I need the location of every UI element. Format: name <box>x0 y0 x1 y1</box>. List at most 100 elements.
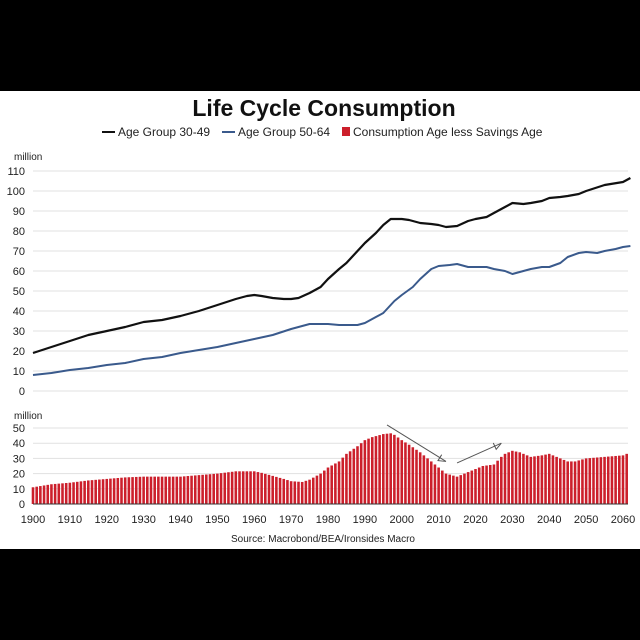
bar-1997 <box>389 433 392 504</box>
bar-2025 <box>492 464 496 504</box>
bar-1950 <box>216 473 219 504</box>
bar-1962 <box>260 472 263 504</box>
bar-1913 <box>79 481 83 504</box>
xtick-2030: 2030 <box>500 514 524 526</box>
xtick-1900: 1900 <box>21 514 45 526</box>
bar-1934 <box>157 476 160 504</box>
top-ytick-90: 90 <box>13 206 25 218</box>
bar-1935 <box>160 476 164 504</box>
bar-2003 <box>411 447 415 504</box>
bar-2036 <box>533 456 536 504</box>
bar-1940 <box>179 476 182 504</box>
legend-label-age-30-49: Age Group 30-49 <box>118 125 210 139</box>
bar-1969 <box>286 480 289 504</box>
bar-2049 <box>581 459 584 504</box>
bar-1972 <box>297 481 300 504</box>
bar-2057 <box>610 456 614 504</box>
source-note: Source: Macrobond/BEA/Ironsides Macro <box>231 534 415 545</box>
bar-2028 <box>503 453 507 504</box>
bar-2050 <box>584 458 588 504</box>
bar-1915 <box>87 480 90 504</box>
bar-2000 <box>400 440 404 504</box>
top-unit-label: million <box>14 152 42 163</box>
top-y-axis: 0 10 20 30 40 50 60 70 80 90 100 110 <box>7 166 25 398</box>
bar-2012 <box>444 473 448 504</box>
bar-1921 <box>109 478 112 504</box>
bar-2041 <box>551 455 555 504</box>
bar-1927 <box>131 477 134 504</box>
bar-1923 <box>116 478 120 504</box>
bar-1980 <box>326 467 330 504</box>
legend-label-consumption-less-savings: Consumption Age less Savings Age <box>353 125 543 139</box>
bar-1928 <box>134 476 138 504</box>
bar-2027 <box>500 456 503 504</box>
bar-2014 <box>452 475 455 504</box>
xtick-1980: 1980 <box>316 514 340 526</box>
arrow-rise-shaft <box>456 442 502 464</box>
bar-1999 <box>396 437 400 504</box>
bar-1925 <box>123 477 127 504</box>
legend-label-age-50-64: Age Group 50-64 <box>238 125 330 139</box>
bar-1905 <box>50 484 53 504</box>
chart-card: Life Cycle Consumption Age Group 30-49 A… <box>0 91 640 549</box>
bar-1958 <box>245 471 249 504</box>
bar-2024 <box>488 464 492 504</box>
bar-2059 <box>618 455 621 504</box>
top-ytick-100: 100 <box>7 186 25 198</box>
bar-1910 <box>68 482 72 504</box>
bar-1973 <box>300 481 304 504</box>
bar-1919 <box>101 479 105 504</box>
xtick-2050: 2050 <box>574 514 598 526</box>
bar-1936 <box>164 476 168 504</box>
bar-1904 <box>46 484 50 504</box>
bar-2015 <box>455 476 459 504</box>
bar-1971 <box>293 481 297 504</box>
bar-2020 <box>474 469 477 504</box>
top-ytick-30: 30 <box>13 326 25 338</box>
bar-2061 <box>625 453 628 504</box>
bar-1956 <box>238 471 241 504</box>
bar-1979 <box>323 470 326 504</box>
bar-1944 <box>193 475 197 504</box>
bar-1945 <box>197 475 201 504</box>
bar-1920 <box>105 478 109 504</box>
series-line-age-30-49 <box>32 177 631 355</box>
bar-2002 <box>407 444 411 504</box>
bar-1964 <box>267 474 271 504</box>
bar-1922 <box>112 478 116 504</box>
bar-1911 <box>72 482 75 504</box>
bar-1988 <box>356 446 359 504</box>
bar-1998 <box>393 434 396 504</box>
bar-1967 <box>278 477 282 504</box>
legend-swatch-consumption-less-savings <box>342 127 350 136</box>
bar-2004 <box>415 449 418 504</box>
bar-2054 <box>599 457 603 504</box>
bar-1975 <box>308 479 311 504</box>
xtick-2020: 2020 <box>463 514 487 526</box>
bar-1908 <box>61 483 64 504</box>
bar-1917 <box>94 479 97 504</box>
xtick-1910: 1910 <box>58 514 82 526</box>
bar-1960 <box>252 471 256 504</box>
bottom-plot <box>31 433 628 505</box>
bar-2018 <box>466 472 470 504</box>
bar-1946 <box>201 474 204 504</box>
top-plot <box>32 177 631 376</box>
bar-1982 <box>334 463 337 504</box>
bar-1995 <box>382 434 385 504</box>
bar-2026 <box>496 460 499 504</box>
bar-1978 <box>319 473 322 504</box>
top-ytick-50: 50 <box>13 286 25 298</box>
bar-1906 <box>53 483 57 504</box>
bar-2048 <box>577 460 581 504</box>
bar-2058 <box>614 455 617 504</box>
arrow-decline-head <box>437 454 447 462</box>
xtick-1970: 1970 <box>279 514 303 526</box>
bar-1918 <box>98 479 101 504</box>
bar-1954 <box>230 471 234 504</box>
bar-1985 <box>345 453 348 504</box>
bar-1970 <box>289 481 293 504</box>
bar-2033 <box>522 453 525 504</box>
xtick-1950: 1950 <box>205 514 229 526</box>
bar-1992 <box>370 437 374 504</box>
